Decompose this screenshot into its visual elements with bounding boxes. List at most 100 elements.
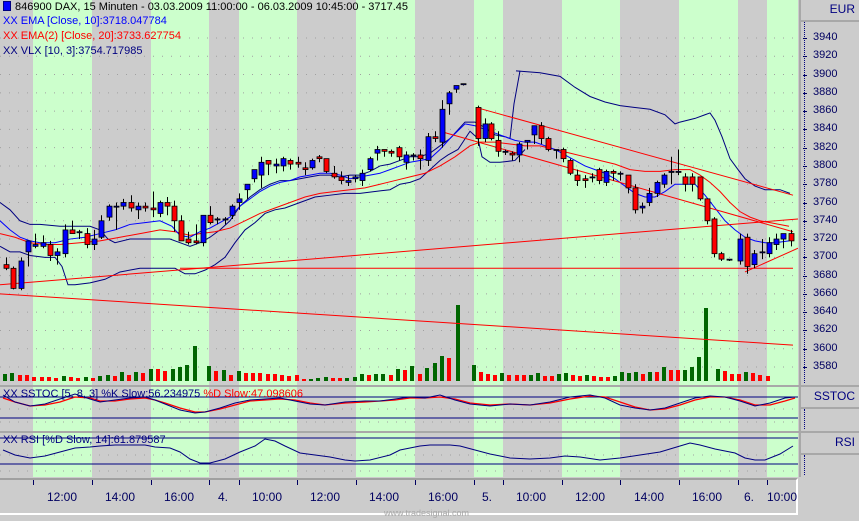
price-tick-mark [803, 367, 807, 368]
sstoc-legend[interactable]: XX SSTOC [5, 8, 3] %K Slow:56.234975 %D … [3, 388, 303, 401]
volume-bar [171, 369, 175, 381]
candle [76, 231, 83, 234]
candle [229, 205, 236, 216]
candle [150, 207, 157, 211]
candle [381, 149, 388, 152]
price-tick-mark [803, 56, 807, 58]
rsi-legend[interactable]: XX RSI [%D Slow, 14]:61.879587 [3, 434, 166, 446]
axis-dotted-line [804, 409, 805, 429]
price-tick-label: 3900 [813, 67, 838, 80]
volume-bar [669, 370, 673, 381]
volume-bar [396, 369, 400, 381]
session-band [562, 433, 620, 477]
volume-bar [550, 376, 554, 381]
price-tick-mark [803, 348, 807, 350]
panel-separator[interactable] [0, 431, 859, 433]
price-tick-mark [803, 38, 807, 39]
rsi-canvas[interactable] [0, 433, 798, 477]
candle [788, 233, 795, 242]
session-band [679, 0, 738, 385]
volume-bar [529, 375, 533, 381]
volume-bar [543, 376, 547, 381]
legend-ema20[interactable]: XX EMA(2) [Close, 20]:3733.627754 [3, 30, 181, 42]
volume-bar [345, 378, 349, 381]
price-tick-label: 3720 [813, 232, 838, 245]
panel-separator[interactable] [0, 385, 859, 387]
candle [610, 171, 617, 174]
candle [25, 240, 32, 253]
price-axis[interactable]: EUR 3940 3920 3900 3880 3860 3840 3820 3800 3780… [799, 0, 859, 385]
volume-bar [316, 378, 320, 381]
volume-bar [360, 374, 364, 381]
price-tick-label: 3860 [813, 104, 838, 117]
candle [3, 264, 10, 269]
candle [654, 181, 661, 194]
volume-bar [564, 373, 568, 381]
candle [367, 158, 374, 170]
sstoc-canvas[interactable] [0, 387, 798, 431]
candle [773, 238, 780, 245]
time-tick-label: 6. [743, 490, 755, 504]
volume-bar [641, 374, 645, 381]
candle [359, 172, 366, 181]
sstoc-panel[interactable]: XX SSTOC [5, 8, 3] %K Slow:56.234975 %D … [0, 387, 798, 431]
candle [574, 174, 581, 181]
session-band [239, 0, 297, 385]
volume-bar [331, 378, 335, 381]
volume-bar [367, 375, 371, 381]
candle [560, 149, 567, 160]
rsi-panel[interactable]: XX RSI [%D Slow, 14]:61.879587 [0, 433, 798, 477]
time-tick-mark [679, 480, 680, 485]
candle [697, 176, 704, 200]
price-tick-mark [803, 330, 807, 332]
volume-bar [613, 376, 617, 381]
legend-ema10[interactable]: XX EMA [Close, 10]:3718.047784 [3, 15, 167, 27]
sstoc-axis-label: SSTOC [813, 389, 855, 403]
volume-bar [606, 377, 610, 381]
rsi-axis[interactable]: RSI [799, 433, 859, 477]
session-band [767, 433, 798, 477]
time-axis[interactable]: 12:00 14:00 16:00 4. 10:00 12:00 14:00 16:00 5. 1… [0, 478, 798, 515]
volume-bar [634, 372, 638, 381]
volume-bar [244, 373, 248, 381]
volume-bar [620, 372, 624, 381]
candle [603, 171, 610, 183]
price-chart-panel[interactable]: 846900 DAX, 15 Minuten - 03.03.2009 11:0… [0, 0, 798, 385]
candle [171, 205, 178, 222]
candle [460, 83, 467, 86]
trendline [0, 218, 798, 286]
candle [475, 107, 482, 139]
candle [553, 149, 560, 151]
time-tick-label: 16:00 [163, 490, 195, 504]
price-chart-canvas[interactable] [0, 0, 798, 385]
price-tick-label: 3660 [813, 286, 838, 299]
volume-bar [98, 376, 102, 381]
candle [766, 242, 773, 255]
time-tick-mark [620, 480, 621, 485]
candle [744, 236, 751, 267]
price-tick-mark [803, 129, 807, 131]
price-tick-mark [803, 257, 807, 259]
volume-bar [704, 308, 708, 381]
volume-bar [486, 374, 490, 381]
legend-vlx[interactable]: XX VLX [10, 3]:3754.717985 [3, 45, 143, 57]
time-tick-label: 4. [217, 490, 229, 504]
candle [193, 240, 200, 244]
candle [214, 218, 221, 221]
volume-bar [69, 377, 73, 381]
volume-bar [353, 377, 357, 381]
candle [502, 150, 509, 153]
candle [69, 229, 76, 234]
time-tick-mark [151, 480, 152, 485]
candle [432, 136, 439, 139]
volume-bar [84, 377, 88, 381]
candle [374, 149, 381, 154]
volume-bar [32, 377, 36, 381]
sstoc-axis[interactable]: SSTOC [799, 387, 859, 431]
price-tick-label: 3880 [813, 85, 838, 98]
volume-bar [522, 375, 526, 381]
trendline [0, 293, 794, 346]
volume-bar [141, 373, 145, 381]
volume-bar [193, 346, 197, 381]
volume-bar [25, 375, 29, 381]
